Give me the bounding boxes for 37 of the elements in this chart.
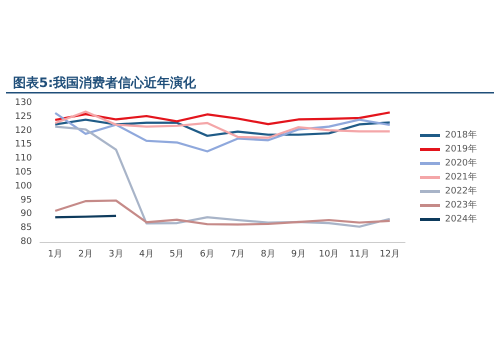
x-tick-label: 2月 — [78, 250, 93, 260]
legend-label: 2018年 — [445, 130, 477, 140]
y-tick-label: 95 — [20, 195, 32, 206]
x-tick-label: 3月 — [108, 250, 124, 260]
legend-label: 2023年 — [445, 200, 477, 210]
y-tick-label: 80 — [20, 237, 32, 247]
chart-title: 图表5:我国消费者信心近年演化 — [13, 75, 198, 91]
line-series — [54, 112, 391, 152]
y-tick-label: 130 — [14, 98, 32, 108]
x-tick-label: 12月 — [380, 250, 400, 260]
x-tick-label: 11月 — [349, 250, 370, 260]
y-tick-label: 100 — [14, 181, 32, 192]
x-tick-label: 10月 — [318, 250, 340, 260]
legend-label: 2024年 — [445, 214, 477, 224]
y-tick-label: 105 — [14, 168, 32, 178]
x-tick-label: 1月 — [48, 250, 63, 260]
x-tick-label: 4月 — [139, 250, 154, 260]
y-tick-label: 115 — [14, 140, 32, 150]
y-tick-label: 125 — [14, 112, 32, 122]
y-tick-label: 85 — [20, 223, 32, 234]
line-series — [54, 111, 391, 126]
x-tick-label: 9月 — [291, 250, 306, 260]
line-series — [54, 126, 391, 228]
line-series — [54, 118, 391, 137]
x-tick-label: 7月 — [230, 250, 246, 260]
legend-label: 2022年 — [445, 186, 477, 196]
line-series — [54, 199, 391, 226]
x-tick-label: 5月 — [170, 250, 184, 260]
x-tick-label: 6月 — [200, 250, 215, 260]
y-tick-label: 110 — [14, 154, 32, 164]
x-tick-label: 8月 — [260, 250, 276, 260]
y-tick-label: 90 — [20, 209, 32, 220]
y-tick-label: 120 — [14, 126, 32, 136]
legend-label: 2020年 — [445, 158, 477, 168]
legend-label: 2021年 — [445, 172, 477, 182]
line-series — [54, 110, 391, 139]
legend-label: 2019年 — [445, 144, 477, 154]
